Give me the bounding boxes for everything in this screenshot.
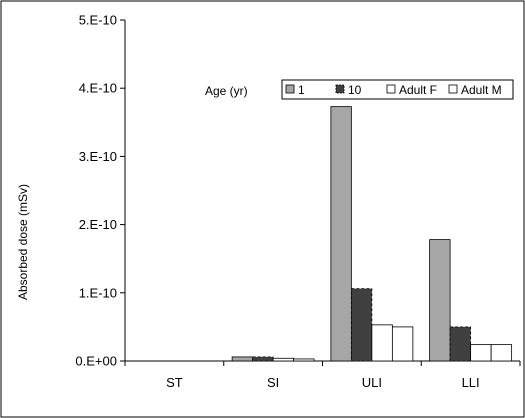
y-axis: 0.E+00 1.E-10 2.E-10 3.E-10 4.E-10 5.E-10 <box>75 13 126 369</box>
y-tick-label: 2.E-10 <box>79 217 117 232</box>
bar <box>429 239 451 362</box>
bar <box>231 356 254 362</box>
y-axis-title: Absorbed dose (mSv) <box>16 184 30 300</box>
legend-label: Adult M <box>461 83 502 97</box>
bar <box>490 344 513 362</box>
y-tick-label: 1.E-10 <box>79 285 117 300</box>
bar <box>350 288 373 362</box>
legend-label: Adult F <box>399 83 437 97</box>
legend-swatch <box>335 84 345 94</box>
y-tick-label: 4.E-10 <box>79 81 117 96</box>
bar-series <box>231 106 513 362</box>
x-tick-label: ST <box>166 375 183 390</box>
bar <box>330 106 352 362</box>
legend-swatch <box>285 84 295 94</box>
y-tick-label: 0.E+00 <box>75 354 117 369</box>
x-tick-label: LLI <box>462 375 480 390</box>
y-tick-label: 3.E-10 <box>79 149 117 164</box>
legend-label: 1 <box>298 83 305 97</box>
bar <box>293 358 315 362</box>
x-tick-label: ULI <box>362 375 382 390</box>
legend-swatch <box>448 84 458 94</box>
bar <box>470 344 492 362</box>
legend: Age (yr) 1 10 Adult F Adult M <box>205 79 514 100</box>
x-axis: ST SI ULI LLI <box>124 360 521 390</box>
bar <box>449 326 472 362</box>
legend-title: Age (yr) <box>205 84 248 98</box>
bar <box>252 356 274 362</box>
bar <box>371 324 393 362</box>
bar <box>272 357 295 362</box>
y-tick-label: 5.E-10 <box>79 13 117 28</box>
legend-label: 10 <box>348 83 362 97</box>
x-tick-label: SI <box>267 375 279 390</box>
legend-swatch <box>386 84 396 94</box>
bar <box>391 326 414 362</box>
